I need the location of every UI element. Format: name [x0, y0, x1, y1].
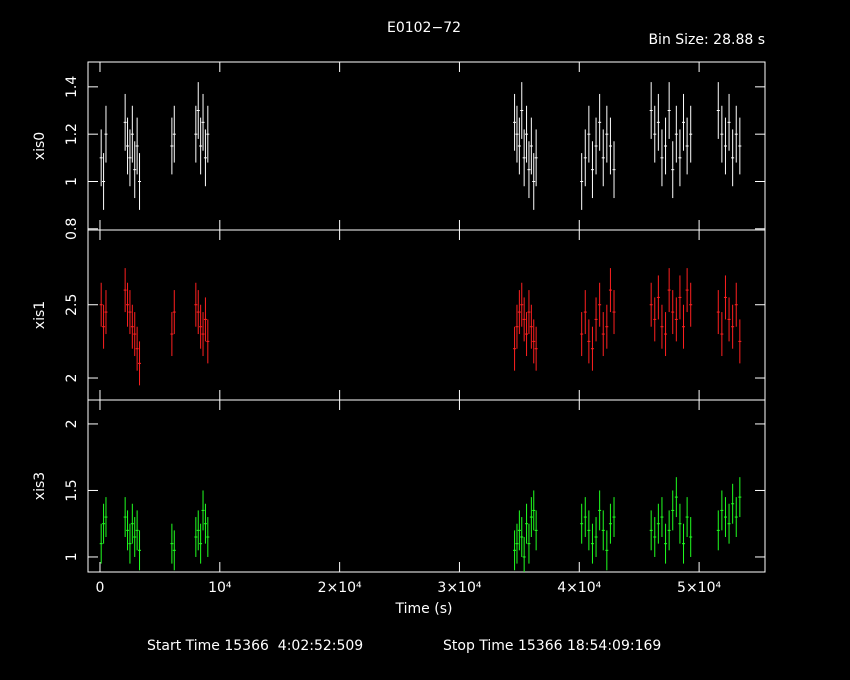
- y-axis-label: xis1: [32, 301, 48, 329]
- y-tick-label: 1.5: [64, 479, 80, 501]
- y-tick-label: 2.5: [64, 294, 80, 316]
- x-tick-label: 5×10⁴: [677, 580, 721, 596]
- y-tick-label: 1.4: [64, 76, 80, 98]
- chart-title: E0102−72: [387, 20, 461, 36]
- x-axis-label: Time (s): [395, 601, 453, 617]
- x-tick-label: 10⁴: [208, 580, 232, 596]
- series-group: [99, 268, 742, 386]
- y-axis-label: xis3: [32, 472, 48, 500]
- y-tick-label: 1: [64, 177, 80, 186]
- panel-frame: [87, 399, 766, 573]
- y-tick-label: 1.2: [64, 123, 80, 145]
- start-time: Start Time 15366 4:02:52:509: [147, 638, 363, 654]
- x-tick-label: 3×10⁴: [437, 580, 481, 596]
- stop-time: Stop Time 15366 18:54:09:169: [443, 638, 661, 654]
- y-tick-label: 2: [64, 419, 80, 428]
- x-tick-label: 2×10⁴: [318, 580, 362, 596]
- y-tick-label: 2: [64, 374, 80, 383]
- y-tick-label: 0.8: [64, 218, 80, 240]
- series-group: [99, 82, 742, 210]
- y-axis-label: xis0: [32, 132, 48, 160]
- x-tick-label: 0: [96, 580, 105, 596]
- series-group: [99, 477, 742, 572]
- x-tick-label: 4×10⁴: [557, 580, 601, 596]
- bin-size: Bin Size: 28.88 s: [648, 32, 765, 48]
- y-tick-label: 1: [64, 553, 80, 562]
